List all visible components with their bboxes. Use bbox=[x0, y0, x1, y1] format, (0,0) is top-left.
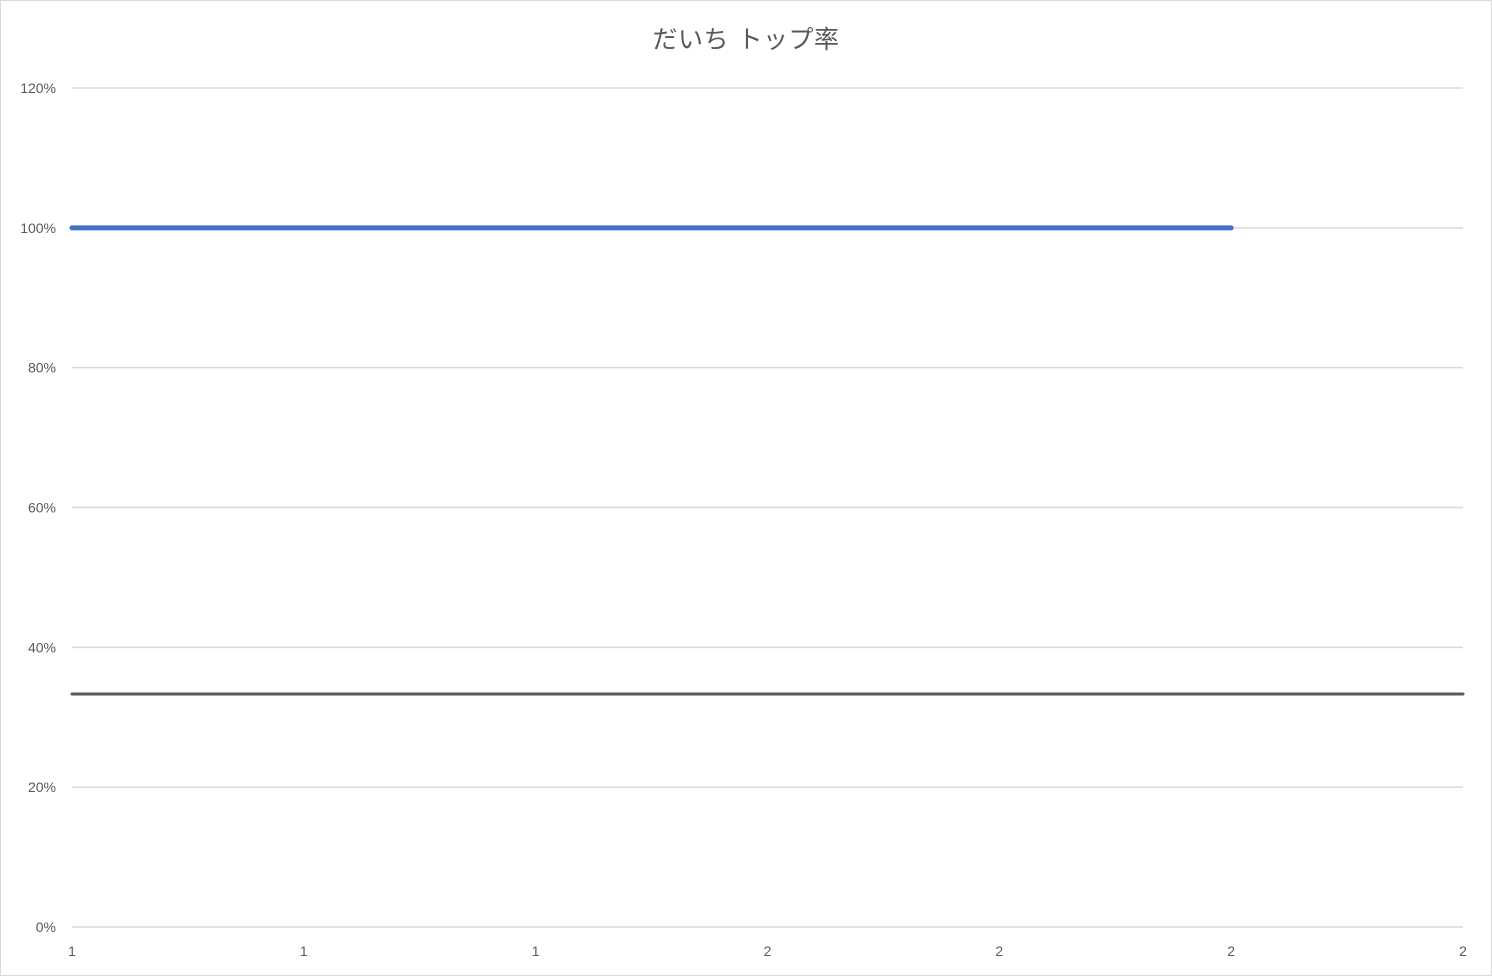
y-tick-label-0: 0% bbox=[36, 919, 56, 935]
y-tick-label-3: 60% bbox=[28, 500, 56, 516]
y-tick-label-6: 120% bbox=[20, 80, 56, 96]
x-tick-label-3: 2 bbox=[764, 943, 772, 959]
y-tick-label-2: 40% bbox=[28, 639, 56, 655]
x-tick-label-1: 1 bbox=[300, 943, 308, 959]
x-tick-label-6: 2 bbox=[1459, 943, 1467, 959]
x-tick-label-5: 2 bbox=[1227, 943, 1235, 959]
x-tick-label-4: 2 bbox=[995, 943, 1003, 959]
y-tick-label-5: 100% bbox=[20, 220, 56, 236]
x-tick-label-2: 1 bbox=[532, 943, 540, 959]
y-tick-label-1: 20% bbox=[28, 779, 56, 795]
x-tick-label-0: 1 bbox=[68, 943, 76, 959]
chart-title: だいち トップ率 bbox=[652, 25, 840, 54]
y-tick-label-4: 80% bbox=[28, 360, 56, 376]
